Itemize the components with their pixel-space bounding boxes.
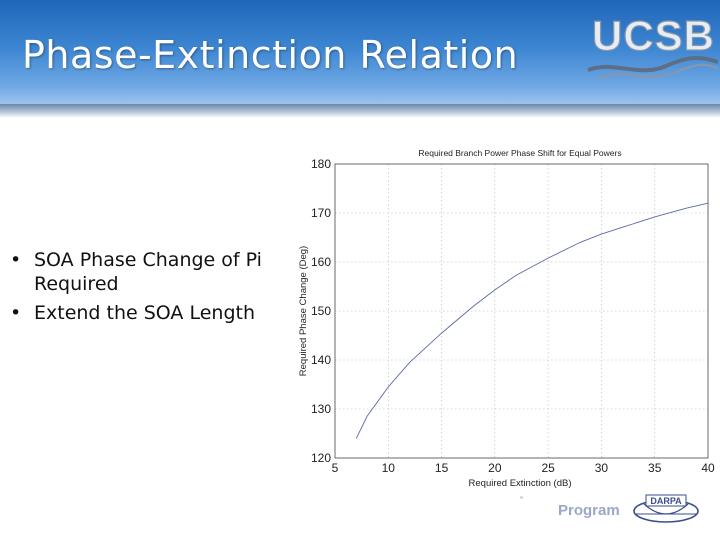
- x-tick-label: 30: [595, 461, 609, 475]
- bullet-list: SOA Phase Change of Pi Required Extend t…: [10, 248, 290, 330]
- chart-title: Required Branch Power Phase Shift for Eq…: [418, 148, 621, 158]
- logo-wave: [587, 56, 719, 73]
- series-line: [355, 202, 709, 439]
- y-tick-label: 180: [311, 157, 331, 171]
- y-tick-label: 150: [311, 304, 331, 318]
- footer-program-label: Program: [558, 502, 620, 519]
- darpa-logo-text: DARPA: [650, 496, 682, 506]
- ucsb-logo: UCSB: [587, 11, 719, 80]
- x-axis-label: Required Extinction (dB): [469, 478, 572, 489]
- x-tick-label: 10: [382, 461, 396, 475]
- y-tick-label: 130: [311, 402, 331, 416]
- y-tick-label: 140: [311, 353, 331, 367]
- logo-wave-2: [597, 63, 719, 80]
- y-axis-label: Required Phase Change (Deg): [298, 246, 309, 376]
- x-tick-label: 35: [648, 461, 662, 475]
- decorative-dot: [520, 496, 523, 499]
- darpa-label-box: [645, 494, 687, 507]
- y-tick-label: 170: [311, 206, 331, 220]
- plot-area: 5 10 15 20 25 30 35 40 120 130 140 150 160 170 180: [311, 157, 715, 475]
- y-tick-label: 160: [311, 255, 331, 269]
- ucsb-logo-text: UCSB: [592, 12, 715, 59]
- y-tick-label: 120: [311, 451, 331, 465]
- x-tick-label: 25: [541, 461, 555, 475]
- bullet-item: SOA Phase Change of Pi Required: [10, 248, 290, 296]
- x-tick-label: 15: [435, 461, 449, 475]
- slide-title: Phase-Extinction Relation: [22, 33, 519, 77]
- darpa-logo: DARPA: [633, 494, 699, 523]
- phase-chart: Required Branch Power Phase Shift for Eq…: [298, 148, 715, 489]
- x-tick-label: 20: [488, 461, 502, 475]
- slide-header: [0, 0, 720, 108]
- plot-background: [335, 164, 708, 458]
- x-tick-label: 40: [701, 461, 715, 475]
- bullet-item: Extend the SOA Length: [10, 301, 290, 325]
- x-tick-label: 5: [332, 461, 339, 475]
- plot-frame: [334, 163, 709, 459]
- header-shadow: [0, 104, 720, 118]
